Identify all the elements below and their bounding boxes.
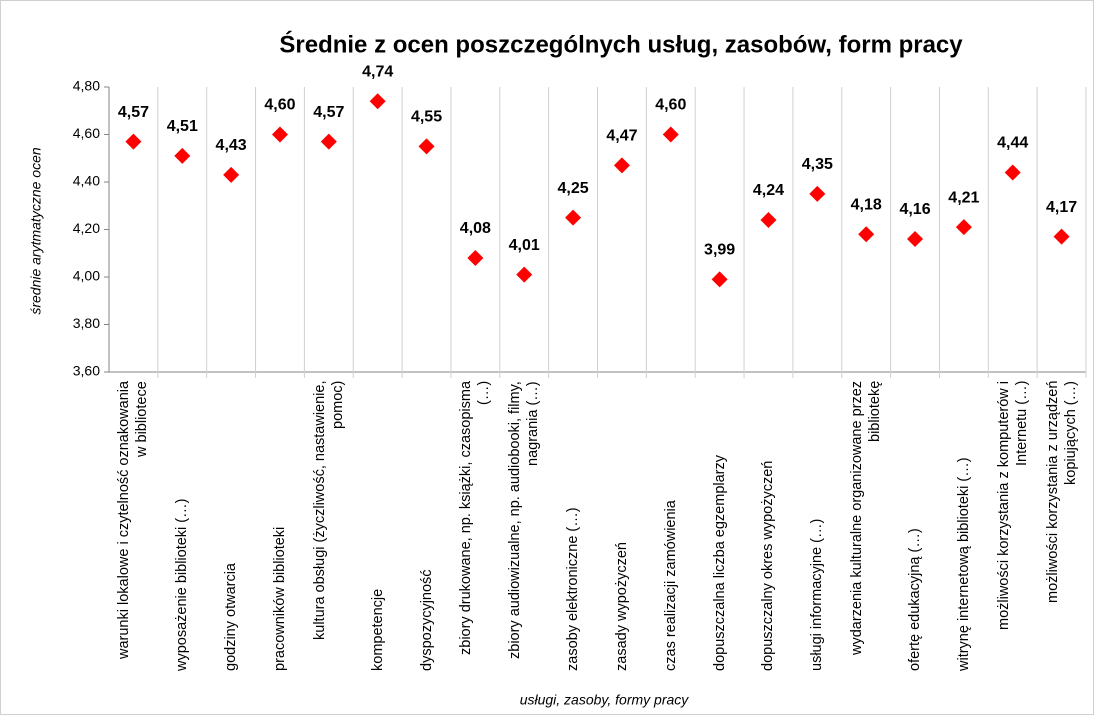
x-tick-label-text: usługi informacyjne (…) — [809, 518, 826, 671]
x-tick-label: czas realizacji zamówienia — [646, 381, 696, 671]
x-tick-label: zasady wypożyczeń — [597, 381, 647, 671]
marker — [223, 166, 240, 183]
data-label: 4,25 — [558, 180, 589, 197]
x-tick-label-text: możliwości korzystania z komputerów i In… — [995, 381, 1030, 630]
y-tick-label: 3,60 — [73, 363, 100, 379]
x-tick-label: witrynę internetową biblioteki (…) — [939, 381, 989, 671]
marker — [516, 266, 533, 283]
x-tick-label: zbiory drukowane, np. książki, czasopism… — [450, 381, 500, 671]
y-tick-label: 4,00 — [73, 268, 100, 284]
x-tick-label-text: czas realizacji zamówienia — [662, 500, 679, 671]
x-tick-label-text: dopuszczalna liczba egzemplarzy — [711, 455, 728, 671]
x-tick-label-text: kultura obsługi (życzliwość, nastawienie… — [311, 381, 346, 641]
marker — [125, 133, 142, 150]
y-tick-label: 4,40 — [73, 173, 100, 189]
data-label: 4,57 — [313, 104, 344, 121]
marker — [1004, 164, 1021, 181]
y-tick-label: 3,80 — [73, 315, 100, 331]
x-tick-label: możliwości korzystania z urządzeń kopiuj… — [1037, 381, 1087, 671]
data-label: 4,47 — [606, 128, 637, 145]
y-tick-label: 4,60 — [73, 125, 100, 141]
marker — [662, 126, 679, 143]
marker — [467, 250, 484, 266]
x-tick-label: zbiory audiowizualne, np. audiobooki, fi… — [499, 381, 549, 671]
x-tick-label-text: witrynę internetową biblioteki (…) — [955, 457, 972, 671]
x-tick-label-text: wydarzenia kulturalne organizowane przez… — [849, 381, 884, 656]
data-label: 4,35 — [802, 156, 833, 173]
x-tick-label: usługi informacyjne (…) — [792, 381, 842, 671]
data-label: 4,08 — [460, 220, 491, 237]
marker — [955, 219, 972, 236]
chart-title: Średnie z ocen poszczególnych usług, zas… — [279, 30, 963, 58]
marker — [320, 133, 337, 150]
data-label: 3,99 — [704, 242, 735, 259]
y-tick-label: 4,20 — [73, 220, 100, 236]
x-tick-label-text: zbiory drukowane, np. książki, czasopism… — [458, 381, 493, 656]
x-tick-label: dopuszczalny okres wypożyczeń — [743, 381, 793, 671]
marker — [1053, 228, 1070, 245]
data-label: 4,16 — [899, 201, 930, 218]
x-tick-label-text: godziny otwarcia — [223, 563, 240, 671]
data-label: 4,74 — [362, 63, 393, 80]
data-label: 4,01 — [509, 237, 540, 254]
data-label: 4,51 — [167, 118, 198, 135]
marker — [418, 138, 435, 155]
x-tick-label-text: pracowników biblioteki — [271, 526, 288, 671]
x-tick-label: wydarzenia kulturalne organizowane przez… — [841, 381, 891, 671]
marker — [711, 271, 728, 288]
x-tick-label-text: warunki lokalowe i czytelność oznakowani… — [116, 381, 151, 660]
y-tick-label: 4,80 — [73, 78, 100, 94]
marker — [760, 212, 777, 228]
marker — [174, 147, 191, 164]
x-tick-label: zasoby elektroniczne (…) — [548, 381, 598, 671]
data-label: 4,18 — [851, 196, 882, 213]
x-tick-label: kompetencje — [353, 381, 403, 671]
y-axis-label: średnie arytmatyczne ocen — [28, 147, 44, 315]
data-label: 4,43 — [216, 137, 247, 154]
x-axis-label: usługi, zasoby, formy pracy — [520, 692, 690, 708]
x-tick-label-text: zbiory audiowizualne, np. audiobooki, fi… — [507, 381, 542, 659]
x-tick-label-text: ofertę edukacyjną (…) — [907, 528, 924, 671]
x-tick-label: warunki lokalowe i czytelność oznakowani… — [108, 381, 158, 671]
data-label: 4,21 — [948, 189, 979, 206]
x-tick-label: wyposażenie biblioteki (…) — [157, 381, 207, 671]
data-label: 4,57 — [118, 104, 149, 121]
marker — [271, 126, 288, 143]
marker — [369, 93, 386, 110]
marker — [858, 226, 875, 243]
x-tick-label-text: możliwości korzystania z urządzeń kopiuj… — [1044, 381, 1079, 604]
data-label: 4,60 — [655, 97, 686, 114]
marker — [565, 209, 582, 226]
data-label: 4,17 — [1046, 199, 1077, 216]
x-tick-label-text: dopuszczalny okres wypożyczeń — [760, 460, 777, 671]
data-label: 4,44 — [997, 135, 1028, 152]
x-tick-label: kultura obsługi (życzliwość, nastawienie… — [304, 381, 354, 671]
x-tick-label-text: zasoby elektroniczne (…) — [565, 507, 582, 671]
x-tick-label-text: kompetencje — [369, 588, 386, 671]
data-label: 4,24 — [753, 182, 784, 199]
x-tick-label: dyspozycyjność — [402, 381, 452, 671]
x-tick-label-text: dyspozycyjność — [418, 569, 435, 671]
marker — [613, 157, 630, 174]
data-label: 4,60 — [264, 97, 295, 114]
x-tick-label: możliwości korzystania z komputerów i In… — [988, 381, 1038, 671]
data-label: 4,55 — [411, 109, 442, 126]
x-tick-label: pracowników biblioteki — [255, 381, 305, 671]
x-tick-label: dopuszczalna liczba egzemplarzy — [695, 381, 745, 671]
marker — [907, 231, 924, 247]
x-tick-label-text: wyposażenie biblioteki (…) — [174, 498, 191, 671]
marker — [809, 185, 826, 202]
x-tick-label: godziny otwarcia — [206, 381, 256, 671]
x-tick-label: ofertę edukacyjną (…) — [890, 381, 940, 671]
x-tick-label-text: zasady wypożyczeń — [613, 542, 630, 671]
